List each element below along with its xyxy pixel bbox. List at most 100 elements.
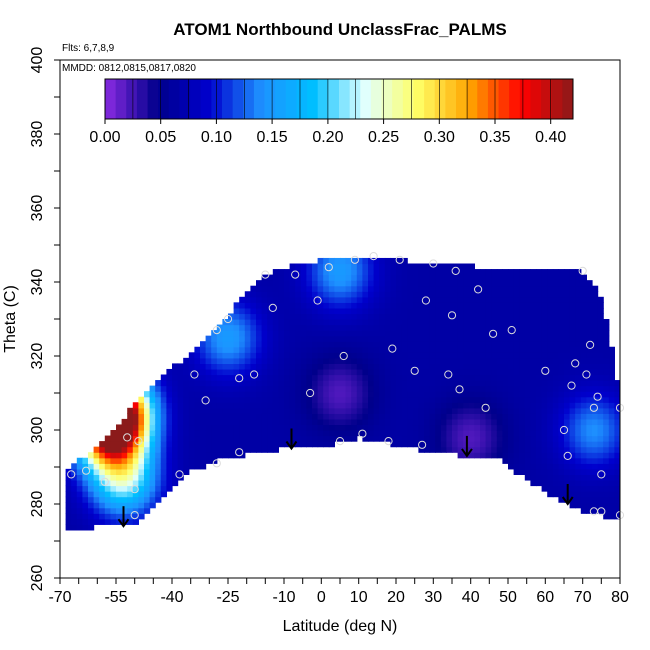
heat-cell bbox=[586, 324, 593, 331]
heat-cell bbox=[564, 280, 571, 287]
heat-cell bbox=[541, 441, 548, 448]
heat-cell bbox=[160, 413, 167, 420]
heat-cell bbox=[552, 335, 559, 342]
heat-cell bbox=[418, 335, 425, 342]
heat-cell bbox=[580, 357, 587, 364]
heat-cell bbox=[440, 430, 447, 437]
heat-cell bbox=[468, 274, 475, 281]
heat-cell bbox=[485, 324, 492, 331]
heat-cell bbox=[65, 518, 72, 525]
heat-cell bbox=[216, 435, 223, 442]
heat-cell bbox=[334, 257, 341, 265]
heat-cell bbox=[412, 263, 419, 270]
heat-cell bbox=[536, 368, 543, 376]
heat-cell bbox=[485, 346, 492, 353]
heat-cell bbox=[424, 291, 431, 298]
heat-cell bbox=[340, 330, 347, 337]
heat-cell bbox=[155, 474, 162, 481]
colorbar-swatch bbox=[551, 79, 563, 119]
heat-cell bbox=[541, 285, 548, 292]
heat-cell bbox=[536, 313, 543, 320]
heat-cell bbox=[519, 319, 526, 326]
heat-cell bbox=[278, 413, 285, 420]
heat-cell bbox=[379, 257, 386, 265]
heat-cell bbox=[267, 435, 274, 442]
heat-cell bbox=[390, 257, 397, 265]
heat-cell bbox=[446, 269, 453, 276]
heat-cell bbox=[396, 396, 403, 403]
heat-cell bbox=[132, 485, 139, 492]
heat-cell bbox=[261, 418, 268, 426]
heat-cell bbox=[160, 485, 167, 492]
heat-cell bbox=[496, 313, 503, 320]
heat-cell bbox=[328, 257, 335, 265]
heat-cell bbox=[200, 396, 207, 403]
heat-cell bbox=[194, 452, 201, 459]
heat-cell bbox=[300, 280, 307, 287]
heat-cell bbox=[194, 446, 201, 453]
heat-cell bbox=[390, 313, 397, 320]
heat-cell bbox=[334, 407, 341, 414]
heat-cell bbox=[575, 496, 582, 503]
heat-cell bbox=[334, 341, 341, 348]
heat-cell bbox=[228, 391, 235, 398]
heat-cell bbox=[424, 263, 431, 270]
heat-cell bbox=[188, 396, 195, 403]
heat-cell bbox=[261, 330, 268, 337]
heat-cell bbox=[446, 319, 453, 326]
heat-cell bbox=[407, 363, 414, 370]
heat-cell bbox=[418, 341, 425, 348]
heat-cell bbox=[138, 418, 145, 426]
heat-cell bbox=[250, 341, 257, 348]
heat-cell bbox=[362, 352, 369, 359]
heat-cell bbox=[502, 452, 509, 459]
heat-cell bbox=[480, 413, 487, 420]
heat-cell bbox=[474, 430, 481, 437]
heat-cell bbox=[228, 352, 235, 359]
heat-cell bbox=[440, 380, 447, 387]
heat-cell bbox=[603, 457, 610, 464]
heat-cell bbox=[362, 341, 369, 348]
heat-cell bbox=[272, 319, 279, 326]
heat-cell bbox=[261, 335, 268, 342]
heat-cell bbox=[166, 391, 173, 398]
heat-cell bbox=[272, 407, 279, 414]
heat-cell bbox=[457, 407, 464, 414]
heat-cell bbox=[160, 407, 167, 414]
heat-cell bbox=[440, 385, 447, 392]
heat-cell bbox=[345, 330, 352, 337]
heat-cell bbox=[424, 269, 431, 276]
heat-cell bbox=[496, 396, 503, 403]
heat-cell bbox=[592, 313, 599, 320]
heat-cell bbox=[496, 307, 503, 315]
heat-cell bbox=[592, 413, 599, 420]
heat-cell bbox=[614, 441, 620, 448]
heat-cell bbox=[340, 307, 347, 315]
heat-cell bbox=[390, 368, 397, 376]
heat-cell bbox=[345, 285, 352, 292]
heat-cell bbox=[289, 430, 296, 437]
heat-cell bbox=[536, 385, 543, 392]
heat-cell bbox=[244, 424, 251, 431]
heat-cell bbox=[239, 413, 246, 420]
heat-cell bbox=[513, 435, 520, 442]
heat-cell bbox=[267, 363, 274, 370]
heat-cell bbox=[110, 463, 117, 470]
heat-cell bbox=[424, 319, 431, 326]
heat-cell bbox=[121, 485, 128, 492]
heat-cell bbox=[491, 385, 498, 392]
heat-cell bbox=[390, 269, 397, 276]
heat-cell bbox=[88, 502, 95, 509]
heat-cell bbox=[485, 330, 492, 337]
heat-cell bbox=[317, 324, 324, 331]
heat-cell bbox=[513, 402, 520, 409]
heat-cell bbox=[99, 474, 106, 481]
heat-cell bbox=[356, 302, 363, 309]
heat-cell bbox=[446, 341, 453, 348]
heat-cell bbox=[412, 352, 419, 359]
heat-cell bbox=[284, 380, 291, 387]
heat-cell bbox=[558, 274, 565, 281]
heat-cell bbox=[552, 446, 559, 453]
heat-cell bbox=[244, 357, 251, 364]
heat-cell bbox=[177, 368, 184, 376]
